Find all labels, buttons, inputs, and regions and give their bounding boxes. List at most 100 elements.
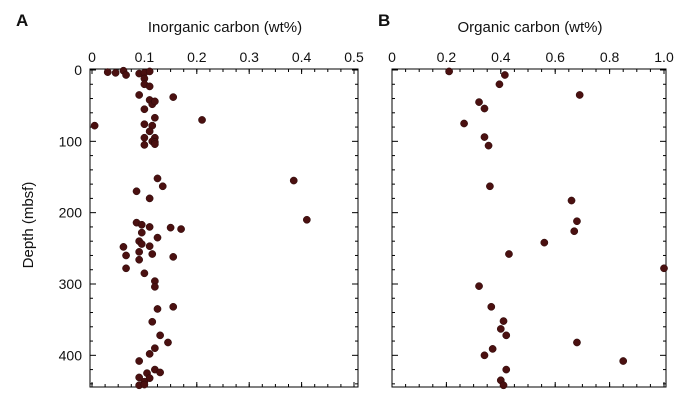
x-tick-label-a: 0.1 [135,49,155,65]
data-point [122,264,130,273]
y-tick-label: 100 [59,133,83,149]
data-point [122,251,130,260]
x-tick-label-b: 0.4 [491,49,511,65]
data-point [501,71,509,79]
x-tick-label-b: 0.2 [437,49,457,65]
data-point [90,121,99,130]
data-point [148,317,157,326]
data-point [145,194,154,203]
data-point [164,338,172,347]
data-point [135,248,144,256]
data-point [132,187,141,196]
data-point [488,345,497,353]
data-point [145,127,154,136]
x-tick-label-a: 0 [88,49,96,65]
data-point [177,225,185,233]
data-point [151,140,159,149]
data-point [135,373,144,382]
data-point [480,351,489,360]
data-point [145,82,154,91]
data-point [480,133,489,141]
ticks-b: 0 0.2 0.4 0.6 0.8 1.0 [388,49,674,387]
data-point [137,228,146,237]
data-point [484,141,493,150]
y-tick-label: 300 [59,276,83,292]
data-point [111,69,120,77]
data-point [573,338,581,347]
panel-label-a: A [16,11,28,30]
data-point [445,67,453,76]
data-point [151,97,159,106]
ticks-a: 0 0.1 0.2 0.3 0.4 0.5 0 100 200 300 400 [59,49,364,387]
data-point [122,71,130,79]
data-point [140,105,149,114]
x-tick-label-b: 0.8 [600,49,620,65]
data-point [502,365,511,374]
data-point [137,240,146,248]
data-point [660,264,668,273]
data-point [140,141,149,149]
data-point [169,302,178,311]
data-point [460,119,468,128]
data-point [575,91,584,99]
data-point [499,381,508,390]
data-point [496,325,505,333]
x-tick-label-a: 0.2 [187,49,207,65]
data-point [145,374,154,382]
data-point [573,217,581,226]
data-point [499,317,508,325]
data-point [302,215,311,224]
y-tick-label: 400 [59,347,83,363]
data-point [145,67,154,76]
data-point [619,357,628,365]
data-point [153,174,162,183]
data-point [140,269,149,278]
data-point [166,223,175,232]
data-point [158,182,167,191]
data-point [502,331,511,340]
data-point [540,238,549,247]
data-point [140,380,149,389]
data-point [505,250,513,258]
data-point [135,255,144,264]
x-tick-label-b: 0.6 [545,49,565,65]
x-tick-label-a: 0.3 [239,49,259,65]
y-tick-label: 0 [74,62,82,78]
x-axis-title-a: Inorganic carbon (wt%) [148,19,302,36]
data-point [156,368,164,377]
data-point [198,116,206,124]
data-point [169,93,178,101]
data-point [145,242,154,251]
points-b [445,67,668,390]
data-point [145,223,154,231]
data-point [169,253,178,261]
data-point [486,182,494,191]
x-tick-label-b: 0 [388,49,396,65]
points-a [90,66,311,390]
y-axis-title: Depth (mbsf) [20,182,37,269]
data-point [151,113,159,122]
data-point [487,302,496,311]
data-point [153,305,162,313]
plot-frame-a [89,68,359,388]
data-point [151,282,159,291]
y-tick-label: 200 [59,205,83,221]
x-axis-title-b: Organic carbon (wt%) [457,19,602,36]
data-point [153,233,162,242]
data-point [140,133,149,142]
x-tick-label-b: 1.0 [654,49,674,65]
plot-frame-b [391,68,667,388]
x-tick-label-a: 0.5 [344,49,364,65]
data-point [495,80,504,89]
data-point [475,282,483,290]
data-point [151,344,159,353]
data-point [148,250,157,258]
panel-label-b: B [378,11,390,30]
data-point [480,104,489,113]
data-point [135,91,144,99]
data-point [567,196,576,205]
data-point [289,176,298,185]
data-point [103,68,112,76]
